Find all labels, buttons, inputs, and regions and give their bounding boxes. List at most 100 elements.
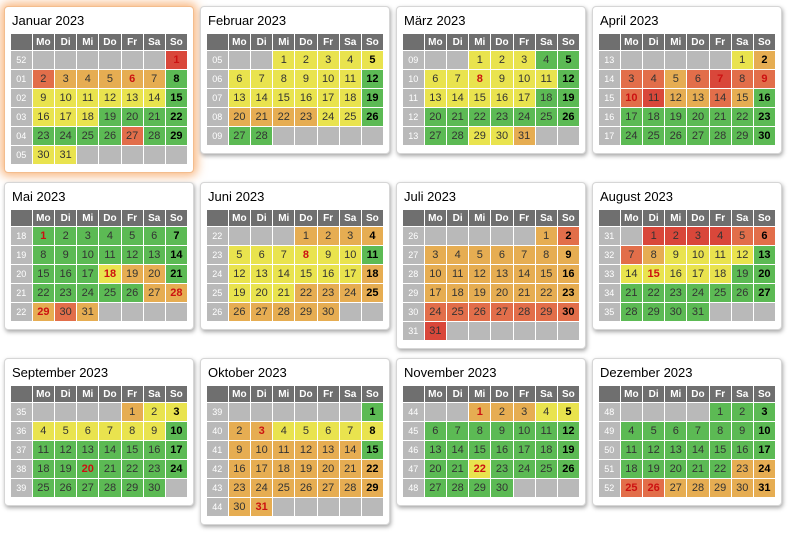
day-cell-16[interactable]: 16 [228, 460, 251, 478]
day-cell-4[interactable]: 4 [709, 227, 731, 245]
day-cell-6[interactable]: 6 [491, 246, 513, 264]
day-cell-25[interactable]: 25 [620, 479, 643, 497]
day-cell-11[interactable]: 11 [99, 246, 121, 264]
day-cell-30[interactable]: 30 [665, 303, 687, 321]
day-cell-27[interactable]: 27 [687, 127, 709, 145]
day-cell-14[interactable]: 14 [165, 246, 187, 264]
day-cell-12[interactable]: 12 [121, 246, 143, 264]
day-cell-31[interactable]: 31 [424, 322, 447, 340]
day-cell-24[interactable]: 24 [513, 460, 535, 478]
day-cell-11[interactable]: 11 [339, 70, 361, 88]
day-cell-18[interactable]: 18 [643, 108, 665, 126]
day-cell-20[interactable]: 20 [251, 284, 273, 302]
day-cell-4[interactable]: 4 [99, 227, 121, 245]
day-cell-8[interactable]: 8 [361, 422, 383, 440]
day-cell-31[interactable]: 31 [753, 479, 775, 497]
day-cell-1[interactable]: 1 [361, 403, 383, 421]
day-cell-29[interactable]: 29 [361, 479, 383, 497]
day-cell-14[interactable]: 14 [251, 89, 273, 107]
day-cell-28[interactable]: 28 [687, 479, 709, 497]
day-cell-28[interactable]: 28 [143, 127, 165, 145]
day-cell-12[interactable]: 12 [665, 89, 687, 107]
day-cell-25[interactable]: 25 [273, 479, 295, 497]
day-cell-5[interactable]: 5 [557, 51, 579, 69]
day-cell-16[interactable]: 16 [143, 441, 165, 459]
day-cell-17[interactable]: 17 [339, 265, 361, 283]
day-cell-22[interactable]: 22 [361, 460, 383, 478]
day-cell-15[interactable]: 15 [121, 441, 143, 459]
day-cell-21[interactable]: 21 [513, 284, 535, 302]
day-cell-5[interactable]: 5 [665, 70, 687, 88]
day-cell-14[interactable]: 14 [273, 265, 295, 283]
day-cell-26[interactable]: 26 [361, 108, 383, 126]
day-cell-27[interactable]: 27 [424, 479, 447, 497]
day-cell-6[interactable]: 6 [424, 70, 447, 88]
day-cell-28[interactable]: 28 [339, 479, 361, 497]
day-cell-5[interactable]: 5 [643, 422, 665, 440]
day-cell-22[interactable]: 22 [469, 108, 491, 126]
day-cell-7[interactable]: 7 [447, 422, 469, 440]
day-cell-10[interactable]: 10 [165, 422, 187, 440]
day-cell-4[interactable]: 4 [339, 51, 361, 69]
day-cell-21[interactable]: 21 [447, 108, 469, 126]
day-cell-24[interactable]: 24 [620, 127, 643, 145]
day-cell-8[interactable]: 8 [469, 70, 491, 88]
day-cell-3[interactable]: 3 [339, 227, 361, 245]
day-cell-31[interactable]: 31 [55, 146, 77, 164]
day-cell-10[interactable]: 10 [55, 89, 77, 107]
day-cell-23[interactable]: 23 [731, 460, 753, 478]
day-cell-29[interactable]: 29 [731, 127, 753, 145]
day-cell-23[interactable]: 23 [665, 284, 687, 302]
day-cell-2[interactable]: 2 [55, 227, 77, 245]
day-cell-28[interactable]: 28 [165, 284, 187, 302]
day-cell-23[interactable]: 23 [753, 108, 775, 126]
day-cell-14[interactable]: 14 [447, 89, 469, 107]
day-cell-8[interactable]: 8 [295, 246, 317, 264]
day-cell-26[interactable]: 26 [55, 479, 77, 497]
day-cell-29[interactable]: 29 [643, 303, 665, 321]
day-cell-6[interactable]: 6 [424, 422, 447, 440]
day-cell-25[interactable]: 25 [99, 284, 121, 302]
day-cell-3[interactable]: 3 [165, 403, 187, 421]
day-cell-7[interactable]: 7 [513, 246, 535, 264]
day-cell-5[interactable]: 5 [557, 403, 579, 421]
day-cell-24[interactable]: 24 [77, 284, 99, 302]
day-cell-25[interactable]: 25 [535, 460, 557, 478]
day-cell-31[interactable]: 31 [687, 303, 709, 321]
day-cell-4[interactable]: 4 [643, 70, 665, 88]
day-cell-30[interactable]: 30 [55, 303, 77, 321]
day-cell-1[interactable]: 1 [469, 51, 491, 69]
day-cell-7[interactable]: 7 [273, 246, 295, 264]
day-cell-2[interactable]: 2 [491, 51, 513, 69]
day-cell-20[interactable]: 20 [143, 265, 165, 283]
day-cell-3[interactable]: 3 [753, 403, 775, 421]
day-cell-26[interactable]: 26 [469, 303, 491, 321]
day-cell-8[interactable]: 8 [535, 246, 557, 264]
day-cell-22[interactable]: 22 [535, 284, 557, 302]
day-cell-23[interactable]: 23 [491, 108, 513, 126]
day-cell-22[interactable]: 22 [121, 460, 143, 478]
day-cell-6[interactable]: 6 [317, 422, 339, 440]
day-cell-3[interactable]: 3 [687, 227, 709, 245]
day-cell-22[interactable]: 22 [709, 460, 731, 478]
day-cell-30[interactable]: 30 [753, 127, 775, 145]
day-cell-18[interactable]: 18 [535, 89, 557, 107]
day-cell-9[interactable]: 9 [32, 89, 55, 107]
day-cell-19[interactable]: 19 [557, 441, 579, 459]
day-cell-4[interactable]: 4 [620, 422, 643, 440]
day-cell-30[interactable]: 30 [491, 479, 513, 497]
day-cell-6[interactable]: 6 [77, 422, 99, 440]
day-cell-7[interactable]: 7 [251, 70, 273, 88]
day-cell-7[interactable]: 7 [339, 422, 361, 440]
day-cell-26[interactable]: 26 [228, 303, 251, 321]
day-cell-23[interactable]: 23 [317, 284, 339, 302]
day-cell-27[interactable]: 27 [491, 303, 513, 321]
day-cell-7[interactable]: 7 [99, 422, 121, 440]
day-cell-24[interactable]: 24 [317, 108, 339, 126]
day-cell-21[interactable]: 21 [620, 284, 643, 302]
day-cell-26[interactable]: 26 [557, 108, 579, 126]
day-cell-30[interactable]: 30 [731, 479, 753, 497]
day-cell-10[interactable]: 10 [513, 422, 535, 440]
day-cell-5[interactable]: 5 [99, 70, 121, 88]
day-cell-10[interactable]: 10 [251, 441, 273, 459]
